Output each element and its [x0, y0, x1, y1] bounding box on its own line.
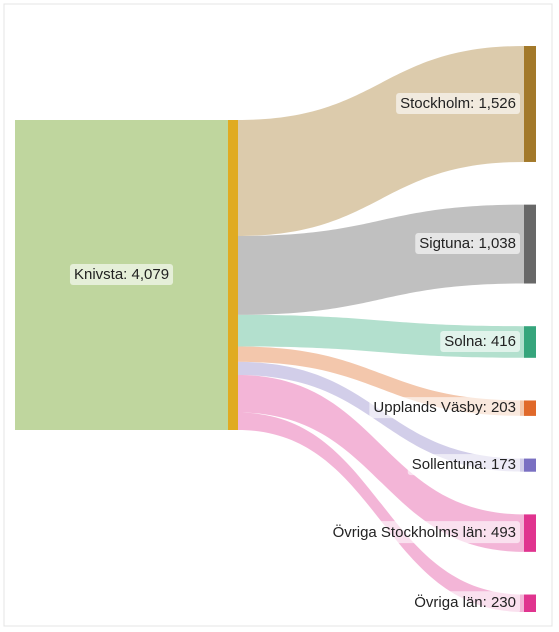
label-background	[69, 263, 174, 285]
target-node	[524, 458, 536, 472]
node-label: Upplands Väsby: 203	[373, 399, 516, 416]
label-group: Solna: 416	[440, 330, 520, 352]
label-background	[369, 397, 520, 419]
source-bar	[228, 120, 238, 430]
target-node	[524, 204, 536, 284]
label-group: Stockholm: 1,526	[396, 92, 520, 114]
label-background	[415, 233, 520, 255]
label-group: Knivsta: 4,079	[69, 263, 174, 285]
label-background	[328, 521, 520, 544]
label-group: Sollentuna: 173	[407, 454, 520, 476]
target-node	[524, 326, 536, 358]
node-label: Sollentuna: 173	[412, 456, 516, 473]
link	[238, 412, 524, 612]
node-label: Övriga Stockholms län: 493	[333, 523, 516, 541]
node-label: Övriga län: 230	[414, 593, 516, 611]
label-background	[440, 330, 520, 352]
label-group: Sigtuna: 1,038	[415, 233, 520, 255]
link	[238, 204, 524, 315]
target-node	[524, 514, 536, 552]
node-label: Sigtuna: 1,038	[419, 235, 516, 252]
label-background	[396, 92, 520, 114]
label-group: Övriga Stockholms län: 493	[328, 521, 520, 544]
label-group: Övriga län: 230	[410, 591, 520, 614]
label-background	[407, 454, 520, 476]
target-node	[524, 400, 536, 416]
target-node	[524, 594, 536, 612]
target-node	[524, 46, 536, 162]
node-label: Stockholm: 1,526	[400, 95, 516, 112]
node-label: Knivsta: 4,079	[74, 266, 169, 283]
link	[238, 375, 524, 552]
label-group: Upplands Väsby: 203	[369, 397, 520, 419]
label-background	[410, 591, 520, 614]
node-label: Solna: 416	[444, 333, 516, 350]
